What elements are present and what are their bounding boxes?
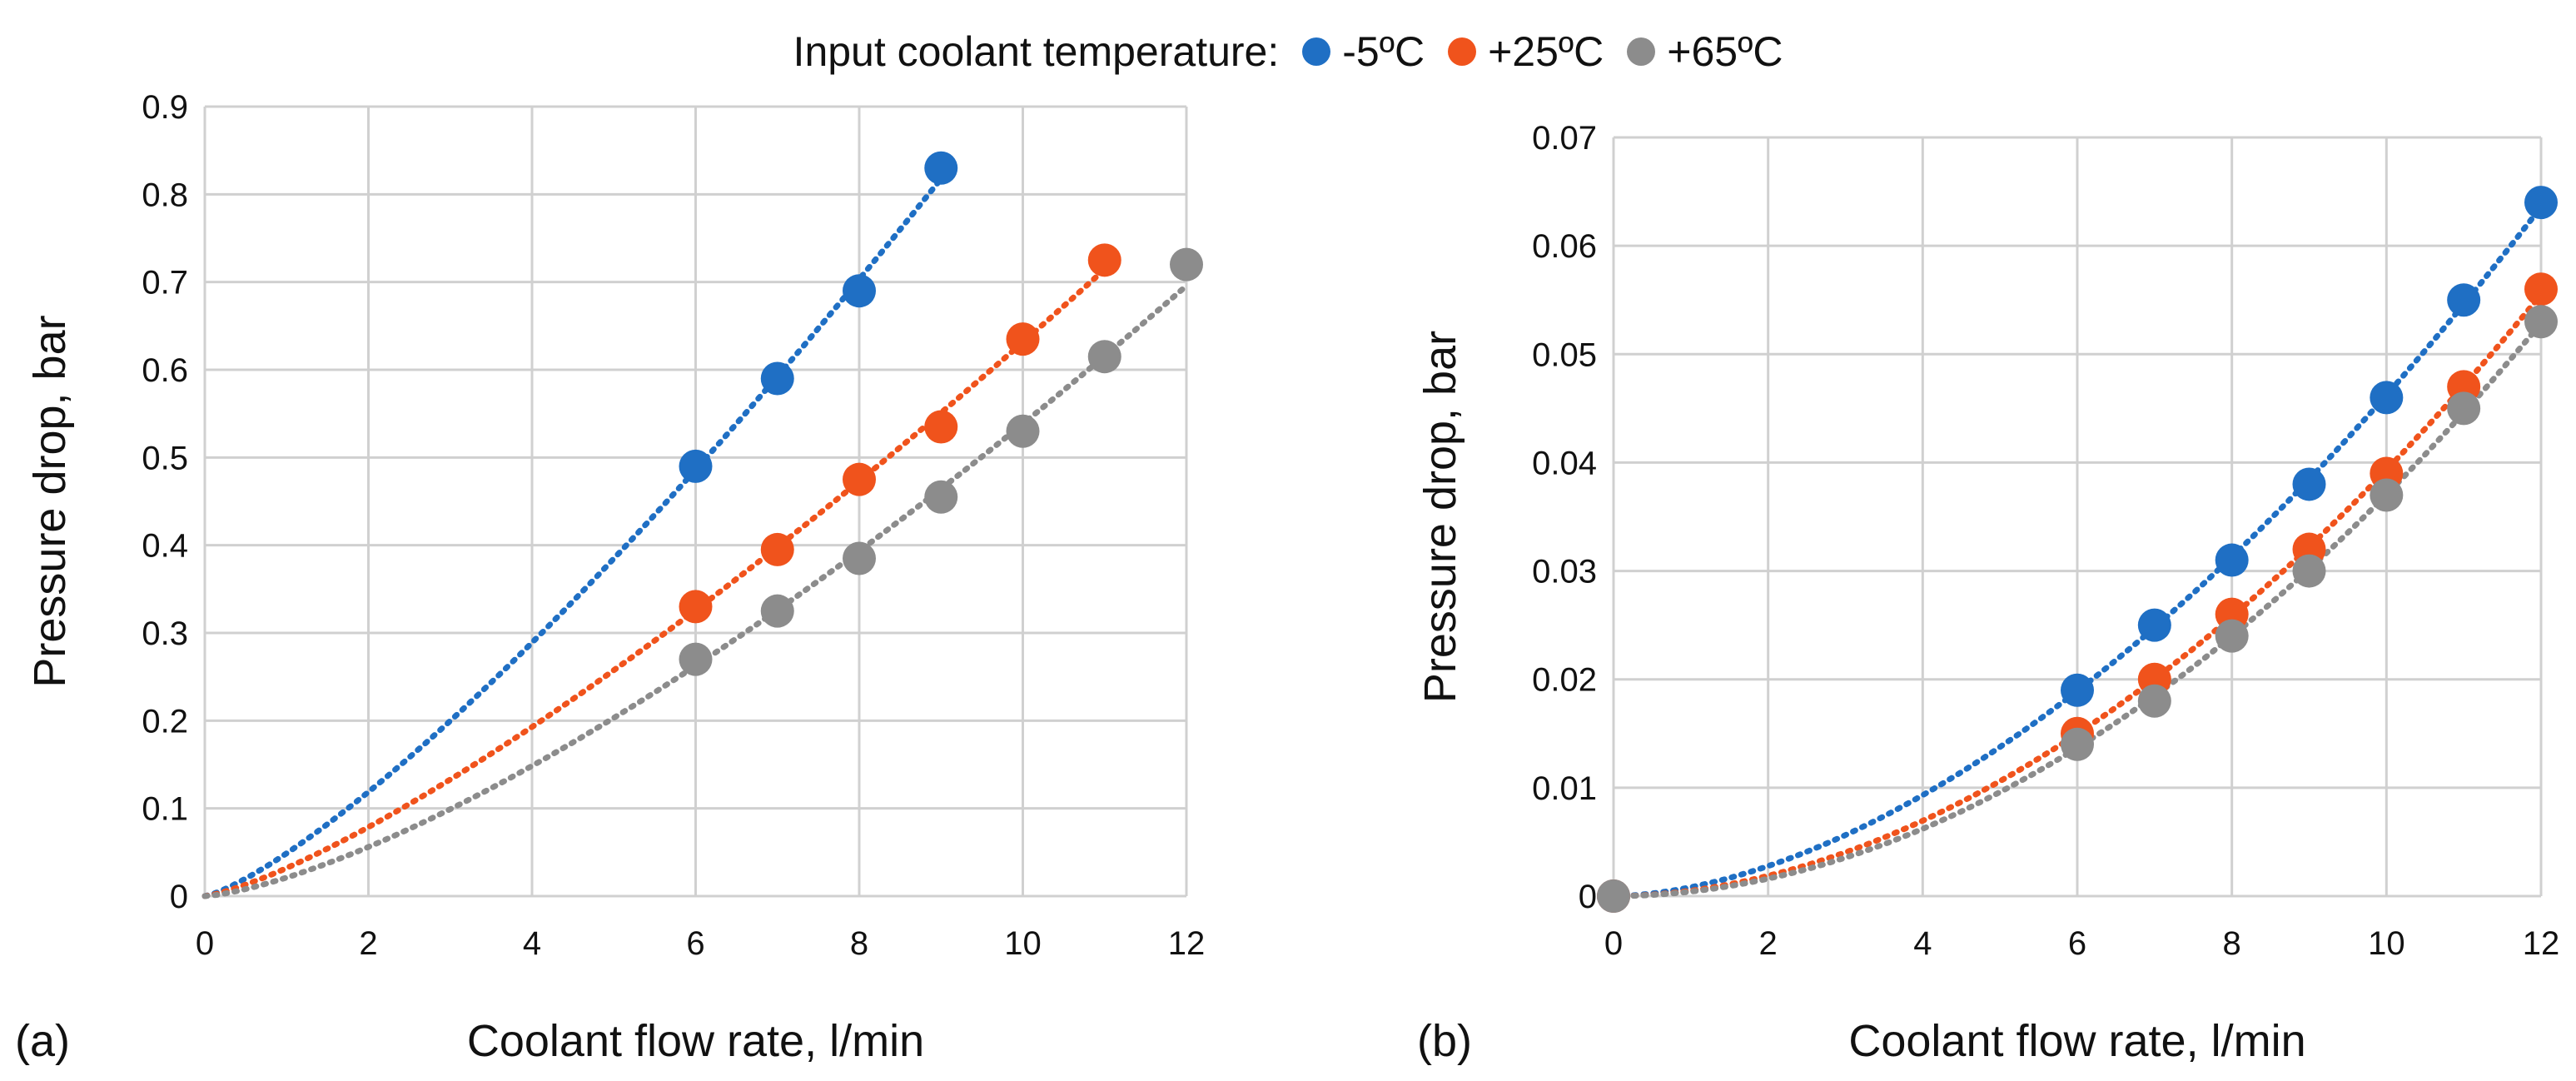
- data-point: [1006, 414, 1040, 448]
- y-tick-label: 0.5: [142, 440, 188, 476]
- y-tick-label: 0.04: [1532, 445, 1597, 481]
- panel-label: (a): [15, 1016, 70, 1066]
- data-point: [2447, 391, 2481, 426]
- y-tick-label: 0.2: [142, 703, 188, 740]
- data-point: [924, 410, 958, 444]
- x-tick-label: 8: [850, 925, 868, 962]
- data-point: [2447, 283, 2481, 317]
- data-point: [1087, 340, 1121, 374]
- x-tick-label: 2: [359, 925, 377, 962]
- data-point: [2137, 608, 2171, 642]
- y-tick-label: 0.8: [142, 177, 188, 213]
- data-point: [2215, 543, 2249, 577]
- legend-marker: [1448, 37, 1477, 66]
- panel-label: (b): [1417, 1016, 1472, 1066]
- y-tick-label: 0.05: [1532, 336, 1597, 373]
- y-tick-label: 0.02: [1532, 662, 1597, 699]
- data-point: [2292, 554, 2326, 588]
- x-tick-label: 0: [196, 925, 214, 962]
- data-point: [760, 594, 794, 628]
- x-tick-label: 2: [1759, 925, 1778, 962]
- data-point: [2137, 684, 2171, 718]
- x-axis-label: Coolant flow rate, l/min: [1848, 1016, 2305, 1066]
- x-tick-label: 10: [2368, 925, 2405, 962]
- data-point: [843, 274, 876, 308]
- y-tick-label: 0: [1579, 879, 1597, 915]
- legend-label: -5ºC: [1342, 28, 1425, 75]
- chart-panel-a: 0 2 4 6 8 10 12 0 0.1 0.2 0.3 0.4 0.5 0.6 0.7 0.8 0.9 Coo…: [15, 89, 1205, 1066]
- y-tick-label: 0: [170, 879, 188, 915]
- data-point: [760, 532, 794, 566]
- y-tick-label: 0.1: [142, 791, 188, 828]
- data-point: [679, 590, 713, 624]
- legend-label: +25ºC: [1488, 28, 1604, 75]
- y-tick-label: 0.6: [142, 352, 188, 389]
- data-point: [2370, 381, 2404, 415]
- data-point: [1006, 322, 1040, 356]
- y-tick-label: 0.01: [1532, 770, 1597, 807]
- x-tick-label: 0: [1604, 925, 1623, 962]
- x-axis-label: Coolant flow rate, l/min: [467, 1016, 924, 1066]
- data-point: [924, 480, 958, 514]
- legend-item: +25ºC: [1448, 27, 1604, 76]
- data-point: [1170, 247, 1203, 281]
- data-point: [679, 642, 713, 676]
- y-axis-label: Pressure drop, bar: [1415, 331, 1465, 703]
- data-point: [1597, 879, 1630, 913]
- trendline: [201, 267, 1108, 899]
- y-tick-label: 0.07: [1532, 120, 1597, 157]
- data-point: [2524, 186, 2558, 220]
- y-tick-label: 0.9: [142, 89, 188, 126]
- trendline: [201, 176, 944, 899]
- x-tick-label: 6: [2068, 925, 2086, 962]
- data-point: [2524, 305, 2558, 339]
- data-point: [1087, 243, 1121, 277]
- x-tick-label: 10: [1004, 925, 1042, 962]
- chart-panel-b: 0 2 4 6 8 10 12 0 0.01 0.02 0.03 0.04 0.05 0.06 0.07 Co…: [1415, 120, 2559, 1066]
- y-tick-label: 0.7: [142, 265, 188, 301]
- legend-item: -5ºC: [1302, 27, 1425, 76]
- x-tick-label: 4: [1913, 925, 1932, 962]
- x-tick-label: 12: [2523, 925, 2560, 962]
- x-tick-label: 4: [523, 925, 541, 962]
- data-point: [2524, 272, 2558, 306]
- data-point: [679, 449, 713, 483]
- y-tick-label: 0.4: [142, 528, 188, 565]
- x-tick-label: 8: [2223, 925, 2241, 962]
- data-point: [760, 361, 794, 396]
- y-tick-label: 0.03: [1532, 554, 1597, 590]
- data-point: [2292, 467, 2326, 501]
- legend-item: +65ºC: [1627, 27, 1783, 76]
- legend-title: Input coolant temperature:: [793, 28, 1280, 75]
- data-point: [2215, 619, 2249, 653]
- legend: Input coolant temperature: -5ºC +25ºC +6…: [0, 18, 2576, 85]
- legend-marker: [1627, 37, 1656, 66]
- data-point: [2370, 478, 2404, 512]
- data-point: [924, 151, 958, 185]
- y-tick-label: 0.3: [142, 615, 188, 652]
- data-point: [843, 462, 876, 496]
- data-point: [2061, 727, 2094, 761]
- data-point: [2061, 673, 2094, 707]
- x-tick-label: 12: [1168, 925, 1206, 962]
- data-point: [843, 541, 876, 575]
- y-axis-label: Pressure drop, bar: [25, 315, 75, 687]
- legend-label: +65ºC: [1667, 28, 1783, 75]
- legend-marker: [1302, 37, 1331, 66]
- y-tick-label: 0.06: [1532, 228, 1597, 265]
- x-tick-label: 6: [686, 925, 704, 962]
